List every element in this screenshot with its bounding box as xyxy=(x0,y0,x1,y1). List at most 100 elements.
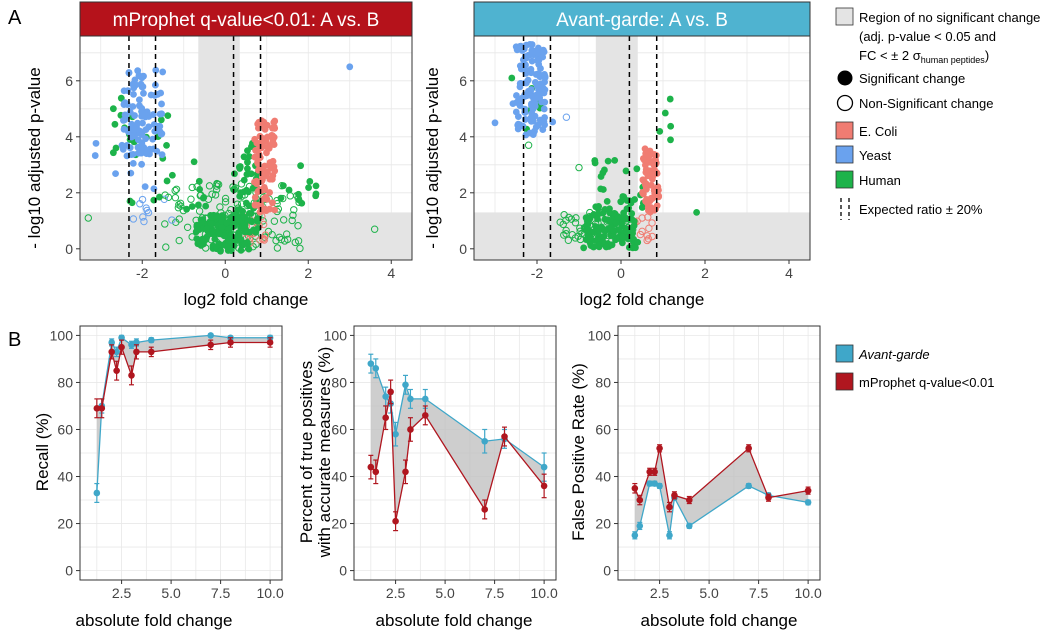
legend-region-line3-suffix: ) xyxy=(985,48,989,63)
point-human-significant xyxy=(601,227,609,235)
y-tick-label: 20 xyxy=(331,516,347,532)
point-yeast-significant xyxy=(157,130,165,138)
data-point-mprophet xyxy=(765,494,772,501)
x-tick-label: 2.5 xyxy=(386,585,406,601)
data-point-mprophet xyxy=(631,484,639,492)
point-human-significant xyxy=(241,228,249,235)
panel-label-b: B xyxy=(8,329,21,351)
point-yeast-nonsignificant xyxy=(139,213,147,221)
data-point-avant xyxy=(108,339,115,346)
point-human-significant xyxy=(306,178,314,185)
data-point-avant xyxy=(133,339,140,346)
point-yeast-significant xyxy=(135,96,143,104)
point-yeast-significant xyxy=(128,133,135,141)
point-human-significant xyxy=(279,182,287,190)
point-human-nonsignificant xyxy=(294,222,302,230)
series-line-mprophet xyxy=(96,341,271,409)
data-point-mprophet xyxy=(387,388,394,396)
point-yeast-significant xyxy=(122,113,130,121)
y-tick-label: 80 xyxy=(595,374,611,390)
y-tick-label: 20 xyxy=(595,516,611,532)
point-yeast-significant xyxy=(92,139,100,147)
point-ecoli-significant xyxy=(254,120,262,128)
point-yeast-significant xyxy=(129,103,137,110)
point-ecoli-nonsignificant xyxy=(645,224,653,233)
data-point-mprophet xyxy=(402,468,409,476)
point-yeast-significant xyxy=(516,121,524,129)
point-human-nonsignificant xyxy=(370,225,379,233)
legend-avant-label: Avant-garde xyxy=(858,347,930,362)
point-human-significant xyxy=(634,238,642,246)
recall-chart: 2.5 5.0 7.5 10.0 0 20 40 60 80 100 absolute fold … xyxy=(33,325,284,630)
y-tick-label: 0 xyxy=(65,563,73,579)
data-point-mprophet xyxy=(367,463,375,471)
point-yeast-significant xyxy=(134,119,141,127)
point-human-nonsignificant xyxy=(270,217,279,225)
point-yeast-significant xyxy=(130,84,138,92)
point-yeast-significant xyxy=(346,63,354,71)
point-human-significant xyxy=(631,196,639,203)
data-point-avant xyxy=(392,430,399,438)
point-human-significant xyxy=(508,74,516,82)
point-ecoli-nonsignificant xyxy=(644,235,653,243)
data-point-mprophet xyxy=(372,468,380,476)
point-human-significant xyxy=(236,164,244,171)
point-human-significant xyxy=(207,211,214,219)
point-human-nonsignificant xyxy=(559,220,567,229)
point-human-nonsignificant xyxy=(288,216,296,225)
point-ecoli-significant xyxy=(262,207,270,215)
data-point-mprophet xyxy=(501,433,508,440)
point-human-significant xyxy=(240,213,248,221)
point-human-nonsignificant xyxy=(211,191,220,199)
point-human-significant xyxy=(608,241,616,249)
x-tick-label: 5.0 xyxy=(435,585,455,601)
point-yeast-significant xyxy=(124,101,131,108)
point-human-significant xyxy=(207,220,215,228)
x-tick-label: 2 xyxy=(304,265,312,281)
legend-region-line2: (adj. p-value < 0.05 and xyxy=(859,29,996,44)
point-human-nonsignificant xyxy=(281,237,289,245)
point-human-significant xyxy=(619,233,626,241)
volcano-avant-xlabel: log2 fold change xyxy=(580,290,705,309)
data-point-mprophet xyxy=(207,341,215,349)
point-human-significant xyxy=(202,202,210,210)
point-ecoli-significant xyxy=(256,208,264,216)
point-yeast-significant xyxy=(513,46,521,54)
point-yeast-significant xyxy=(151,127,159,135)
point-human-significant xyxy=(667,122,675,130)
point-yeast-significant xyxy=(530,47,537,55)
point-human-significant xyxy=(244,165,251,173)
y-tick-label: 60 xyxy=(331,421,347,437)
x-tick-label: 7.5 xyxy=(211,585,231,601)
point-human-nonsignificant xyxy=(524,141,533,149)
point-ecoli-significant xyxy=(260,195,267,203)
point-human-significant xyxy=(183,205,191,213)
y-tick-label: 0 xyxy=(603,563,611,579)
data-point-avant xyxy=(685,522,693,530)
point-human-nonsignificant xyxy=(176,199,185,208)
x-tick-label: 4 xyxy=(785,265,793,281)
point-yeast-significant xyxy=(159,68,167,76)
plot-border xyxy=(79,325,283,581)
data-point-mprophet xyxy=(108,348,115,356)
point-human-significant xyxy=(656,127,664,135)
data-point-mprophet xyxy=(481,506,489,513)
volcano-mprophet-plot-area: -2 0 2 4 0 2 4 6 xyxy=(65,35,413,281)
legend-region-line3-sub: human peptides xyxy=(921,55,986,65)
strip-avant xyxy=(473,1,811,37)
point-human-significant xyxy=(245,153,253,160)
point-ecoli-significant xyxy=(644,152,652,160)
y-tick-label: 20 xyxy=(57,516,73,532)
point-human-nonsignificant xyxy=(560,211,568,219)
legend-ecoli-label: E. Coli xyxy=(859,124,897,139)
point-yeast-significant xyxy=(150,121,158,128)
point-human-significant xyxy=(111,120,119,128)
point-human-significant xyxy=(157,116,165,124)
point-human-nonsignificant xyxy=(294,237,303,245)
data-point-mprophet xyxy=(804,487,812,494)
fpr-plot-area: 2.5 5.0 7.5 10.0 0 20 40 60 80 100 xyxy=(588,325,822,601)
point-human-significant xyxy=(218,223,226,231)
point-human-significant xyxy=(244,158,251,166)
point-human-significant xyxy=(193,226,201,233)
point-yeast-nonsignificant xyxy=(168,216,176,224)
